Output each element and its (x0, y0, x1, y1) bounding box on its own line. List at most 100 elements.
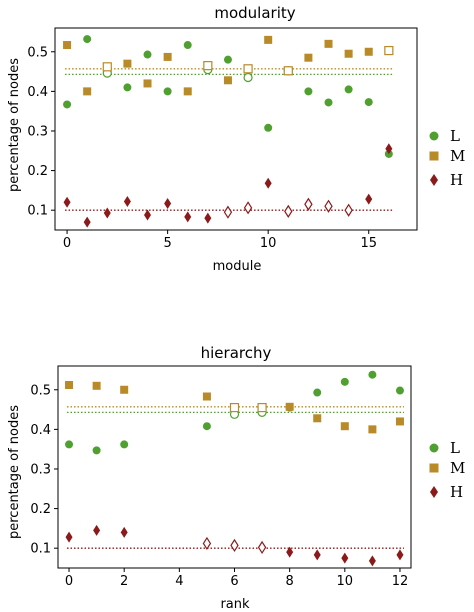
legend-L-label: L (450, 127, 460, 145)
data-point-L (364, 98, 373, 107)
plot-frame (54, 27, 418, 231)
data-point-H (103, 207, 111, 219)
data-point-H (223, 205, 233, 219)
legend-H-label: H (450, 483, 463, 501)
data-point-M (203, 61, 213, 71)
data-point-H (83, 216, 91, 228)
data-points (63, 35, 394, 228)
y-tick-label: 0.1 (30, 542, 51, 557)
data-point-M (243, 64, 253, 74)
data-point-L (368, 370, 377, 379)
y-tick-label: 0.4 (27, 85, 48, 100)
data-point-H (204, 212, 212, 224)
data-point-H (243, 201, 253, 215)
data-points (65, 370, 404, 567)
data-point-L (223, 55, 232, 64)
x-tick-label: 10 (337, 574, 354, 589)
legend-M-marker (429, 463, 439, 473)
ticks: 0 2 4 6 8 10 12 0.1 0.2 0.3 0.4 0.5 (30, 383, 408, 589)
x-tick-label: 0 (63, 236, 71, 251)
legend-L-label: L (450, 439, 460, 457)
data-point-M (285, 402, 294, 411)
data-point-M (102, 62, 112, 72)
data-point-L (202, 422, 211, 431)
x-tick-label: 15 (360, 236, 377, 251)
data-point-H (365, 193, 373, 205)
data-point-L (123, 83, 132, 92)
y-tick-label: 0.5 (30, 383, 51, 398)
data-point-M (368, 425, 377, 434)
chart-title: modularity (214, 4, 295, 22)
data-point-L (92, 446, 101, 455)
data-point-H (304, 197, 313, 211)
data-point-H (257, 540, 267, 555)
data-point-H (120, 526, 128, 538)
x-tick-label: 6 (230, 574, 238, 589)
data-point-L (344, 85, 353, 94)
data-point-M (183, 87, 192, 96)
y-tick-label: 0.2 (30, 502, 51, 517)
data-point-M (304, 53, 313, 62)
x-axis-label: rank (220, 597, 250, 612)
hierarchy-panel: hierarchy percentage of nodes rank 0 2 4 6 8… (7, 344, 465, 612)
data-point-H (324, 199, 333, 213)
legend-H-marker (430, 174, 438, 186)
data-point-M (264, 35, 273, 44)
data-point-M (283, 66, 293, 76)
data-point-L (183, 41, 192, 50)
legend-M-label: M (450, 459, 465, 477)
data-point-H (65, 531, 73, 543)
data-point-M (202, 392, 211, 401)
x-tick-label: 4 (175, 574, 183, 589)
chart-title: hierarchy (201, 344, 272, 362)
data-point-H (93, 524, 101, 536)
legend-L-marker (429, 131, 439, 141)
ticks: 0 5 10 15 0.1 0.2 0.3 0.4 0.5 (27, 45, 377, 251)
data-point-L (264, 123, 273, 132)
data-point-H (284, 204, 293, 219)
y-tick-label: 0.5 (27, 45, 48, 60)
data-point-H (344, 203, 353, 217)
data-point-H (202, 536, 212, 551)
x-tick-label: 10 (260, 236, 277, 251)
y-axis-label: percentage of nodes (7, 405, 22, 539)
data-point-M (340, 422, 349, 431)
data-point-M (257, 402, 267, 413)
data-point-H (264, 177, 272, 189)
x-axis-label: module (213, 259, 262, 274)
x-tick-label: 2 (120, 574, 128, 589)
data-point-M (92, 381, 101, 390)
x-tick-label: 0 (65, 574, 73, 589)
data-point-H (184, 211, 192, 223)
y-tick-label: 0.2 (27, 164, 48, 179)
data-point-H (313, 549, 321, 561)
data-point-M (143, 79, 152, 88)
data-point-L (120, 440, 129, 449)
data-point-M (120, 385, 129, 394)
data-point-L (83, 35, 92, 44)
data-point-M (123, 59, 132, 68)
data-point-M (364, 47, 373, 56)
data-point-H (368, 555, 376, 567)
reference-lines (67, 406, 404, 549)
legend-H-marker (430, 486, 438, 498)
data-point-M (324, 39, 333, 48)
data-point-L (313, 388, 322, 397)
data-point-H (144, 209, 152, 221)
data-point-M (344, 49, 353, 58)
data-point-M (65, 381, 74, 390)
y-tick-label: 0.3 (30, 462, 51, 477)
data-point-M (223, 76, 232, 85)
data-point-H (286, 546, 294, 558)
y-axis-label: percentage of nodes (7, 58, 22, 192)
data-point-H (341, 552, 349, 564)
data-point-H (63, 196, 71, 208)
x-tick-label: 8 (286, 574, 294, 589)
reference-lines (65, 68, 393, 211)
data-point-H (396, 549, 404, 561)
data-point-M (313, 414, 322, 423)
y-tick-label: 0.1 (27, 204, 48, 219)
data-point-H (230, 538, 239, 553)
y-tick-label: 0.3 (27, 124, 48, 139)
